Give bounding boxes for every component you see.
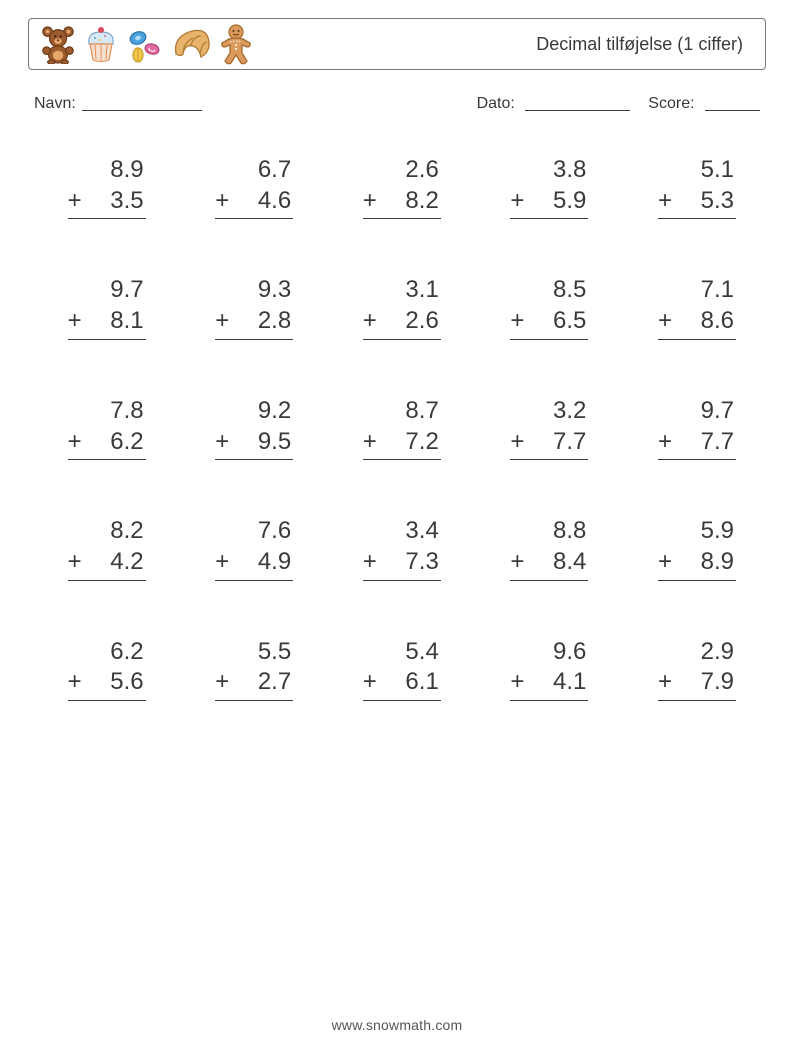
operand-b: +2.7 [215,667,293,701]
problem: 6.2+5.6 [68,637,146,701]
problem: 8.8+8.4 [510,516,588,580]
operand-b: +2.6 [363,306,441,340]
operand-a: 6.2 [68,637,146,668]
operand-b: +5.9 [510,186,588,220]
problem: 9.2+9.5 [215,396,293,460]
operand-b: +7.7 [510,427,588,461]
operand-a: 6.7 [215,155,293,186]
problem: 5.4+6.1 [363,637,441,701]
score-blank[interactable] [705,95,760,111]
problem: 9.3+2.8 [215,275,293,339]
operand-b: +2.8 [215,306,293,340]
operand-b: +7.9 [658,667,736,701]
problems-grid: 8.9+3.56.7+4.62.6+8.23.8+5.95.1+5.39.7+8… [28,143,766,701]
worksheet-title: Decimal tilføjelse (1 ciffer) [536,34,749,55]
operand-a: 9.7 [658,396,736,427]
operand-b: +6.2 [68,427,146,461]
operand-a: 3.2 [510,396,588,427]
operand-b: +7.2 [363,427,441,461]
problem: 3.4+7.3 [363,516,441,580]
operand-b: +8.1 [68,306,146,340]
header-box: Decimal tilføjelse (1 ciffer) [28,18,766,70]
operand-b: +6.1 [363,667,441,701]
operand-a: 8.9 [68,155,146,186]
operand-a: 5.5 [215,637,293,668]
operand-b: +4.1 [510,667,588,701]
problem: 2.6+8.2 [363,155,441,219]
cupcake-icon [83,24,119,64]
worksheet-page: Decimal tilføjelse (1 ciffer) Navn: Dato… [0,0,794,701]
date-blank[interactable] [525,95,630,111]
problem: 2.9+7.9 [658,637,736,701]
operand-b: +5.6 [68,667,146,701]
problem: 7.8+6.2 [68,396,146,460]
operand-b: +4.2 [68,547,146,581]
operand-b: +7.3 [363,547,441,581]
operand-a: 5.4 [363,637,441,668]
teddy-bear-icon [39,24,77,64]
problem: 9.7+7.7 [658,396,736,460]
operand-a: 3.4 [363,516,441,547]
operand-b: +4.6 [215,186,293,220]
operand-a: 7.1 [658,275,736,306]
problem: 8.5+6.5 [510,275,588,339]
operand-b: +8.2 [363,186,441,220]
operand-a: 3.8 [510,155,588,186]
problem: 3.2+7.7 [510,396,588,460]
footer-url: www.snowmath.com [0,1017,794,1033]
operand-a: 2.9 [658,637,736,668]
operand-a: 9.2 [215,396,293,427]
operand-a: 3.1 [363,275,441,306]
problem: 3.1+2.6 [363,275,441,339]
operand-b: +4.9 [215,547,293,581]
operand-a: 8.5 [510,275,588,306]
operand-a: 5.9 [658,516,736,547]
problem: 5.9+8.9 [658,516,736,580]
operand-a: 9.3 [215,275,293,306]
operand-a: 8.8 [510,516,588,547]
operand-a: 9.6 [510,637,588,668]
operand-b: +8.4 [510,547,588,581]
problem: 7.6+4.9 [215,516,293,580]
operand-b: +9.5 [215,427,293,461]
problem: 9.6+4.1 [510,637,588,701]
operand-a: 8.2 [68,516,146,547]
header-icons [39,23,253,65]
operand-b: +7.7 [658,427,736,461]
operand-a: 5.1 [658,155,736,186]
problem: 5.5+2.7 [215,637,293,701]
problem: 8.2+4.2 [68,516,146,580]
problem: 9.7+8.1 [68,275,146,339]
operand-a: 8.7 [363,396,441,427]
croissant-icon [171,24,213,64]
problem: 8.9+3.5 [68,155,146,219]
operand-b: +5.3 [658,186,736,220]
operand-a: 2.6 [363,155,441,186]
problem: 5.1+5.3 [658,155,736,219]
operand-b: +3.5 [68,186,146,220]
operand-a: 7.6 [215,516,293,547]
name-label: Navn: [34,95,76,113]
candy-icon [125,24,165,64]
date-label: Dato: [477,95,515,112]
meta-line: Navn: Dato: Score: [28,92,766,113]
problem: 3.8+5.9 [510,155,588,219]
operand-a: 7.8 [68,396,146,427]
problem: 7.1+8.6 [658,275,736,339]
problem: 6.7+4.6 [215,155,293,219]
name-blank[interactable] [82,95,202,111]
operand-a: 9.7 [68,275,146,306]
operand-b: +8.9 [658,547,736,581]
operand-b: +6.5 [510,306,588,340]
operand-b: +8.6 [658,306,736,340]
gingerbread-icon [219,23,253,65]
score-label: Score: [648,95,694,112]
problem: 8.7+7.2 [363,396,441,460]
